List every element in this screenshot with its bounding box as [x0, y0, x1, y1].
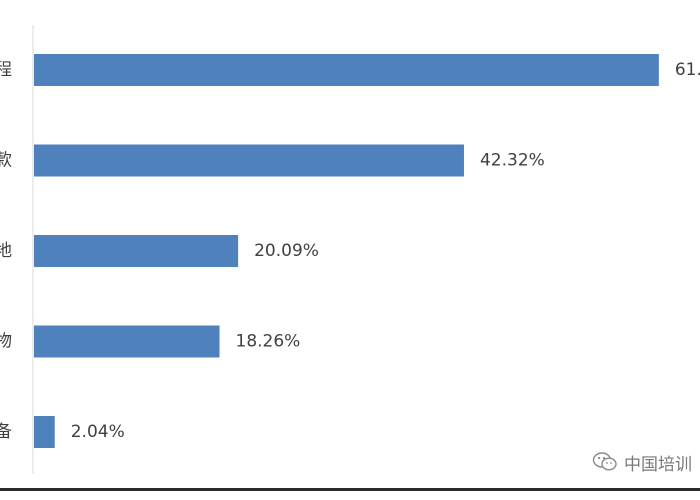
bar-3 — [34, 235, 239, 267]
bar-1 — [34, 54, 659, 86]
watermark: 中国培训 — [592, 448, 692, 476]
category-label: 备 — [0, 422, 12, 442]
category-label: 款 — [0, 151, 12, 171]
bars-layer: 程 61. 款 42.32% 地 20.09% 物 18.26% 备 2.04% — [0, 54, 700, 448]
bar-5 — [34, 416, 55, 448]
bar-2 — [34, 144, 464, 177]
value-label: 20.09% — [254, 241, 319, 261]
bar-4 — [34, 325, 220, 358]
value-label: 61. — [675, 60, 700, 80]
watermark-text: 中国培训 — [624, 454, 692, 475]
bottom-border — [0, 488, 700, 491]
value-label: 42.32% — [480, 151, 545, 171]
category-label: 地 — [0, 241, 12, 261]
category-label: 程 — [0, 60, 12, 80]
value-label: 2.04% — [71, 422, 125, 442]
wechat-icon — [592, 452, 617, 471]
category-label: 物 — [0, 332, 12, 352]
value-label: 18.26% — [236, 332, 301, 352]
